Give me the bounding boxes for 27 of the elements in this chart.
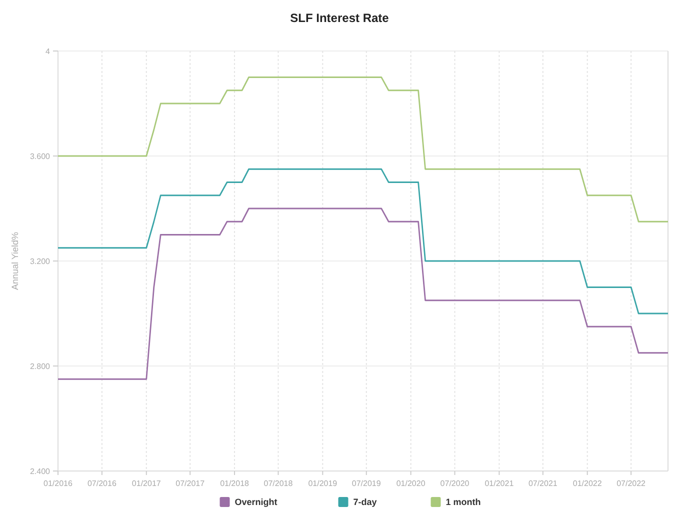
x-tick-label: 07/2020 [440, 479, 470, 488]
y-tick-label: 3.200 [30, 256, 51, 266]
x-tick-label: 01/2016 [44, 479, 74, 488]
legend-label: Overnight [234, 497, 278, 508]
x-tick-label: 01/2019 [308, 479, 338, 488]
x-tick-label: 07/2018 [264, 479, 294, 488]
x-tick-label: 07/2017 [176, 479, 206, 488]
x-tick-label: 07/2022 [616, 479, 646, 488]
legend-label: 7-day [353, 497, 377, 508]
chart-title: SLF Interest Rate [290, 11, 390, 25]
x-tick-label: 07/2019 [352, 479, 382, 488]
line-series [57, 168, 669, 314]
y-tick-label: 3.600 [30, 152, 51, 161]
x-tick-label: 07/2021 [528, 479, 558, 488]
x-tick-label: 01/2021 [484, 479, 514, 488]
y-tick-label: 2.800 [30, 362, 51, 371]
legend-label: 1 month [446, 497, 481, 508]
line-series [57, 76, 669, 222]
x-tick-label: 01/2017 [132, 479, 162, 488]
x-tick-label: 01/2022 [572, 479, 602, 488]
y-tick-label: 4 [46, 46, 51, 56]
x-tick-label: 07/2016 [87, 479, 117, 488]
y-axis-title: Annual Yield% [10, 232, 20, 290]
x-tick-label: 01/2020 [396, 479, 426, 488]
x-tick-label: 01/2018 [220, 479, 250, 488]
y-tick-label: 2.400 [30, 466, 51, 476]
line-series [57, 208, 669, 380]
